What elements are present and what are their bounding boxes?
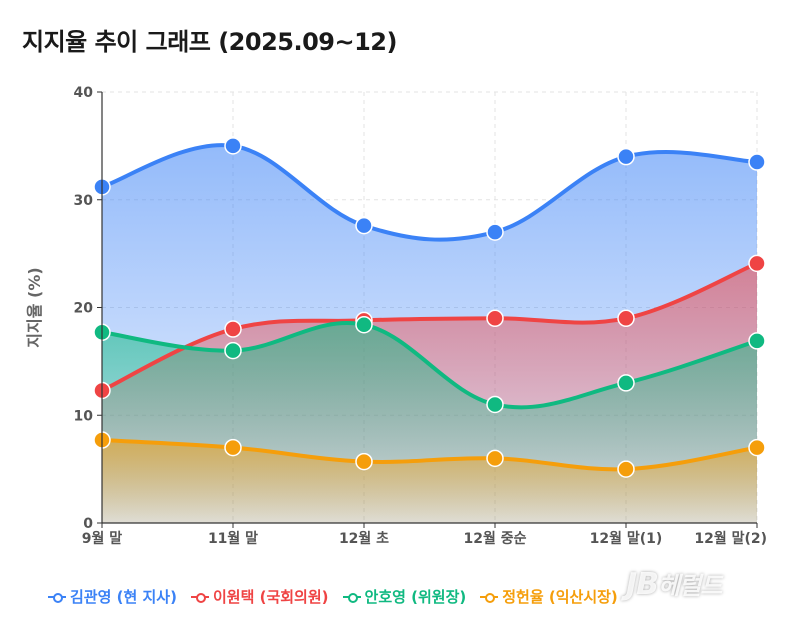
data-point	[617, 309, 635, 328]
legend-marker-icon	[48, 592, 66, 603]
data-point	[617, 460, 635, 478]
legend-item[interactable]: 이원택 (국회의원)	[190, 586, 329, 607]
series-line	[100, 321, 759, 410]
data-point	[748, 332, 766, 350]
data-point	[748, 438, 766, 457]
data-point	[748, 254, 766, 273]
legend-label: 이원택 (국회의원)	[212, 588, 329, 606]
data-point	[748, 153, 766, 171]
chart-title: 지지율 추이 그래프 (2025.09~12)	[22, 28, 397, 56]
legend-marker-icon	[190, 592, 209, 603]
legend-label: 안호영 (위원장)	[364, 588, 467, 606]
x-tick-label: 12월 말(1)	[590, 530, 663, 547]
x-tick-label: 12월 중순	[464, 530, 527, 547]
x-tick-label: 12월 말(2)	[694, 530, 767, 547]
data-point	[486, 395, 504, 414]
legend-label: 김관영 (현 지사)	[70, 588, 177, 606]
data-point	[617, 147, 635, 166]
legend-item[interactable]: 안호영 (위원장)	[342, 586, 467, 607]
y-tick-label: 20	[74, 301, 94, 317]
legend-item[interactable]: 정헌율 (익산시장)	[480, 586, 618, 607]
data-point	[617, 374, 635, 392]
series-area	[102, 440, 757, 523]
x-tick-label: 12월 초	[339, 530, 389, 547]
data-point	[486, 223, 504, 241]
data-point	[355, 216, 373, 235]
legend-item[interactable]: 김관영 (현 지사)	[48, 586, 177, 607]
x-tick-label: 9월 말	[82, 530, 122, 547]
data-point	[224, 137, 242, 155]
y-tick-label: 40	[74, 85, 94, 101]
data-point	[486, 309, 504, 328]
data-point	[224, 320, 242, 338]
legend-marker-icon	[480, 592, 499, 603]
data-point	[486, 449, 504, 468]
watermark-logo: JB헤럴드	[626, 567, 722, 602]
data-point	[224, 438, 242, 457]
legend-label: 정헌율 (익산시장)	[502, 588, 618, 606]
y-tick-label: 30	[74, 193, 94, 209]
data-point	[224, 341, 242, 360]
data-point	[355, 452, 373, 471]
y-tick-label: 10	[74, 408, 94, 424]
legend-marker-icon	[342, 592, 361, 603]
series-line	[100, 438, 759, 472]
data-point	[355, 315, 373, 334]
legend: 김관영 (현 지사) 이원택 (국회의원) 안호영 (위원장) 정헌율 (익산시장)	[48, 586, 618, 607]
y-tick-label: 0	[83, 516, 93, 532]
series-line	[100, 143, 759, 242]
x-tick-label: 11월 말	[208, 530, 258, 547]
series-line	[100, 261, 759, 393]
y-axis-label: 지지율 (%)	[25, 267, 44, 347]
